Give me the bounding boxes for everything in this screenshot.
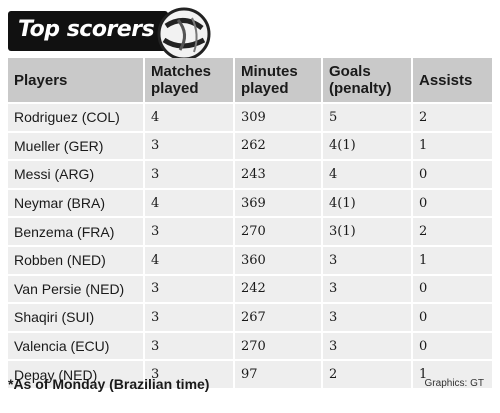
goals-cell: 3 — [321, 244, 412, 275]
assists-cell: 1 — [411, 359, 492, 388]
goals-cell: 3 — [321, 302, 412, 332]
player-name: Van Persie (NED) — [8, 273, 144, 304]
matches-cell: 4 — [143, 187, 234, 218]
player-name: Mueller (GER) — [8, 130, 144, 161]
assists-cell: 0 — [411, 187, 492, 218]
player-name: Benzema (FRA) — [8, 216, 144, 246]
table-row: Mueller (GER) 3 262 4(1) 1 — [8, 130, 492, 161]
matches-cell: 4 — [143, 102, 234, 132]
assists-cell: 0 — [411, 159, 492, 189]
soccer-ball-icon — [157, 7, 211, 61]
player-name: Depay (NED) — [8, 359, 144, 388]
column-header-matches-played: Matches played — [143, 58, 234, 103]
table-row: Robben (NED) 4 360 3 1 — [8, 244, 492, 275]
column-header-players: Players — [8, 58, 144, 103]
assists-cell: 0 — [411, 273, 492, 304]
player-name: Valencia (ECU) — [8, 330, 144, 361]
matches-cell: 3 — [143, 359, 234, 388]
minutes-cell: 262 — [233, 130, 322, 161]
minutes-cell: 270 — [233, 216, 322, 246]
graphics-credit: Graphics: GT — [424, 378, 484, 389]
goals-cell: 5 — [321, 102, 412, 132]
matches-cell: 3 — [143, 273, 234, 304]
page-title: Top scorers — [18, 17, 155, 42]
assists-cell: 0 — [411, 302, 492, 332]
table-row: Van Persie (NED) 3 242 3 0 — [8, 273, 492, 304]
player-name: Rodriguez (COL) — [8, 102, 144, 132]
assists-cell: 1 — [411, 244, 492, 275]
assists-cell: 2 — [411, 102, 492, 132]
goals-cell: 2 — [321, 359, 412, 388]
header-row: Players Matches played Minutes played Go… — [8, 58, 492, 103]
table-row: Messi (ARG) 3 243 4 0 — [8, 159, 492, 189]
minutes-cell: 270 — [233, 330, 322, 361]
minutes-cell: 242 — [233, 273, 322, 304]
minutes-cell: 360 — [233, 244, 322, 275]
matches-cell: 4 — [143, 244, 234, 275]
goals-cell: 4(1) — [321, 187, 412, 218]
column-header-assists: Assists — [411, 58, 492, 103]
footnote: *As of Monday (Brazilian time) — [8, 376, 210, 392]
goals-cell: 4 — [321, 159, 412, 189]
goals-cell: 4(1) — [321, 130, 412, 161]
table-row: Benzema (FRA) 3 270 3(1) 2 — [8, 216, 492, 246]
table-row: Valencia (ECU) 3 270 3 0 — [8, 330, 492, 361]
minutes-cell: 309 — [233, 102, 322, 132]
player-name: Messi (ARG) — [8, 159, 144, 189]
minutes-cell: 97 — [233, 359, 322, 388]
table-row: Shaqiri (SUI) 3 267 3 0 — [8, 302, 492, 332]
matches-cell: 3 — [143, 302, 234, 332]
matches-cell: 3 — [143, 130, 234, 161]
assists-cell: 1 — [411, 130, 492, 161]
assists-cell: 0 — [411, 330, 492, 361]
matches-cell: 3 — [143, 330, 234, 361]
title-banner: Top scorers — [8, 11, 168, 51]
top-scorers-table: Players Matches played Minutes played Go… — [8, 58, 492, 388]
player-name: Neymar (BRA) — [8, 187, 144, 218]
table-row: Neymar (BRA) 4 369 4(1) 0 — [8, 187, 492, 218]
matches-cell: 3 — [143, 159, 234, 189]
matches-cell: 3 — [143, 216, 234, 246]
goals-cell: 3 — [321, 273, 412, 304]
minutes-cell: 243 — [233, 159, 322, 189]
column-header-goals: Goals (penalty) — [321, 58, 412, 103]
column-header-minutes-played: Minutes played — [233, 58, 322, 103]
goals-cell: 3 — [321, 330, 412, 361]
minutes-cell: 267 — [233, 302, 322, 332]
table-row: Depay (NED) 3 97 2 1 — [8, 359, 492, 388]
player-name: Shaqiri (SUI) — [8, 302, 144, 332]
goals-cell: 3(1) — [321, 216, 412, 246]
minutes-cell: 369 — [233, 187, 322, 218]
player-name: Robben (NED) — [8, 244, 144, 275]
table-row: Rodriguez (COL) 4 309 5 2 — [8, 102, 492, 132]
assists-cell: 2 — [411, 216, 492, 246]
